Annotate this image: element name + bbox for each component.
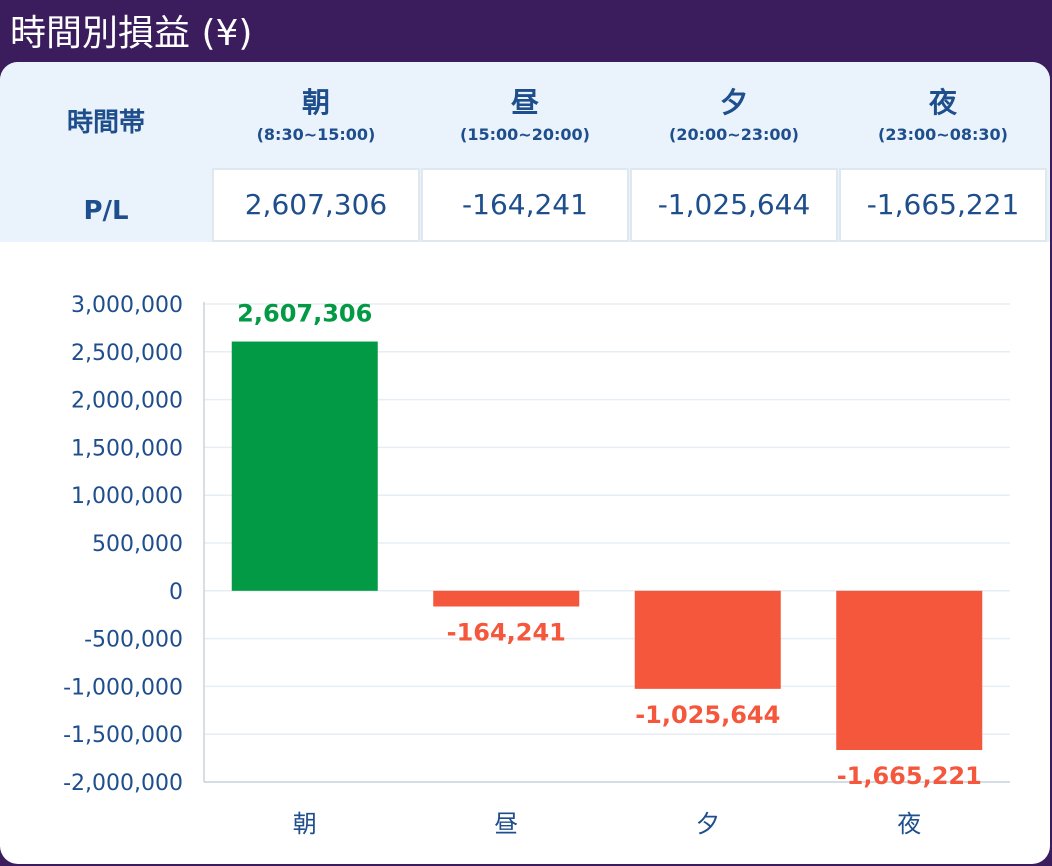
bar	[634, 590, 781, 689]
column-range: (15:00~20:00)	[460, 125, 590, 144]
x-category-label: 昼	[494, 810, 518, 838]
page-title: 時間別損益 (¥)	[10, 13, 253, 54]
y-tick-label: 2,500,000	[71, 341, 183, 366]
header-bar: 時間別損益 (¥)	[0, 0, 1052, 62]
y-tick-label: -2,000,000	[63, 771, 183, 796]
y-tick-label: -1,500,000	[63, 723, 183, 748]
pl-bar-chart: 3,000,000 2,500,000 2,000,000 1,500,000 1,00…	[0, 242, 1050, 864]
column-header-noon: 昼 (15:00~20:00)	[421, 86, 629, 146]
pl-card: 時間帯 P/L 朝 (8:30~15:00) 昼 (15:00~20:00) 夕…	[0, 62, 1050, 864]
bar-value-label: -1,025,644	[635, 701, 780, 729]
column-header-morning: 朝 (8:30~15:00)	[212, 86, 420, 146]
row-header-time: 時間帯	[66, 108, 145, 138]
column-header-evening: 夕 (20:00~23:00)	[630, 86, 838, 146]
y-tick-label: 1,500,000	[71, 436, 183, 461]
y-tick-label: 2,000,000	[71, 389, 183, 414]
y-tick-label: 0	[169, 580, 183, 605]
column-name: 夕	[719, 86, 748, 119]
column-range: (8:30~15:00)	[256, 125, 376, 144]
column-name: 朝	[301, 86, 330, 119]
x-category-label: 夜	[897, 810, 921, 838]
column-name: 夜	[928, 86, 957, 119]
bar	[836, 590, 983, 750]
bar-value-label: -1,665,221	[837, 762, 982, 790]
bar	[433, 590, 580, 607]
value-cell-noon: -164,241	[421, 168, 629, 242]
column-range: (23:00~08:30)	[878, 125, 1008, 144]
x-category-label: 朝	[293, 810, 317, 838]
bar-value-label: 2,607,306	[237, 300, 372, 328]
y-tick-label: 3,000,000	[71, 293, 183, 318]
summary-table: 時間帯 P/L 朝 (8:30~15:00) 昼 (15:00~20:00) 夕…	[0, 62, 1050, 242]
y-tick-label: -1,000,000	[63, 675, 183, 700]
bar-value-label: -164,241	[447, 619, 566, 647]
bar	[231, 341, 378, 591]
column-name: 昼	[510, 86, 539, 119]
y-tick-label: 1,000,000	[71, 484, 183, 509]
y-tick-label: -500,000	[84, 628, 183, 653]
y-tick-label: 500,000	[92, 532, 183, 557]
value-cell-morning: 2,607,306	[212, 168, 420, 242]
row-header-pl: P/L	[83, 196, 129, 226]
column-header-night: 夜 (23:00~08:30)	[839, 86, 1047, 146]
x-category-label: 夕	[696, 810, 720, 838]
chart-svg: 3,000,000 2,500,000 2,000,000 1,500,000 1,00…	[63, 293, 1010, 838]
value-cell-night: -1,665,221	[839, 168, 1047, 242]
column-range: (20:00~23:00)	[669, 125, 799, 144]
value-cell-evening: -1,025,644	[630, 168, 838, 242]
